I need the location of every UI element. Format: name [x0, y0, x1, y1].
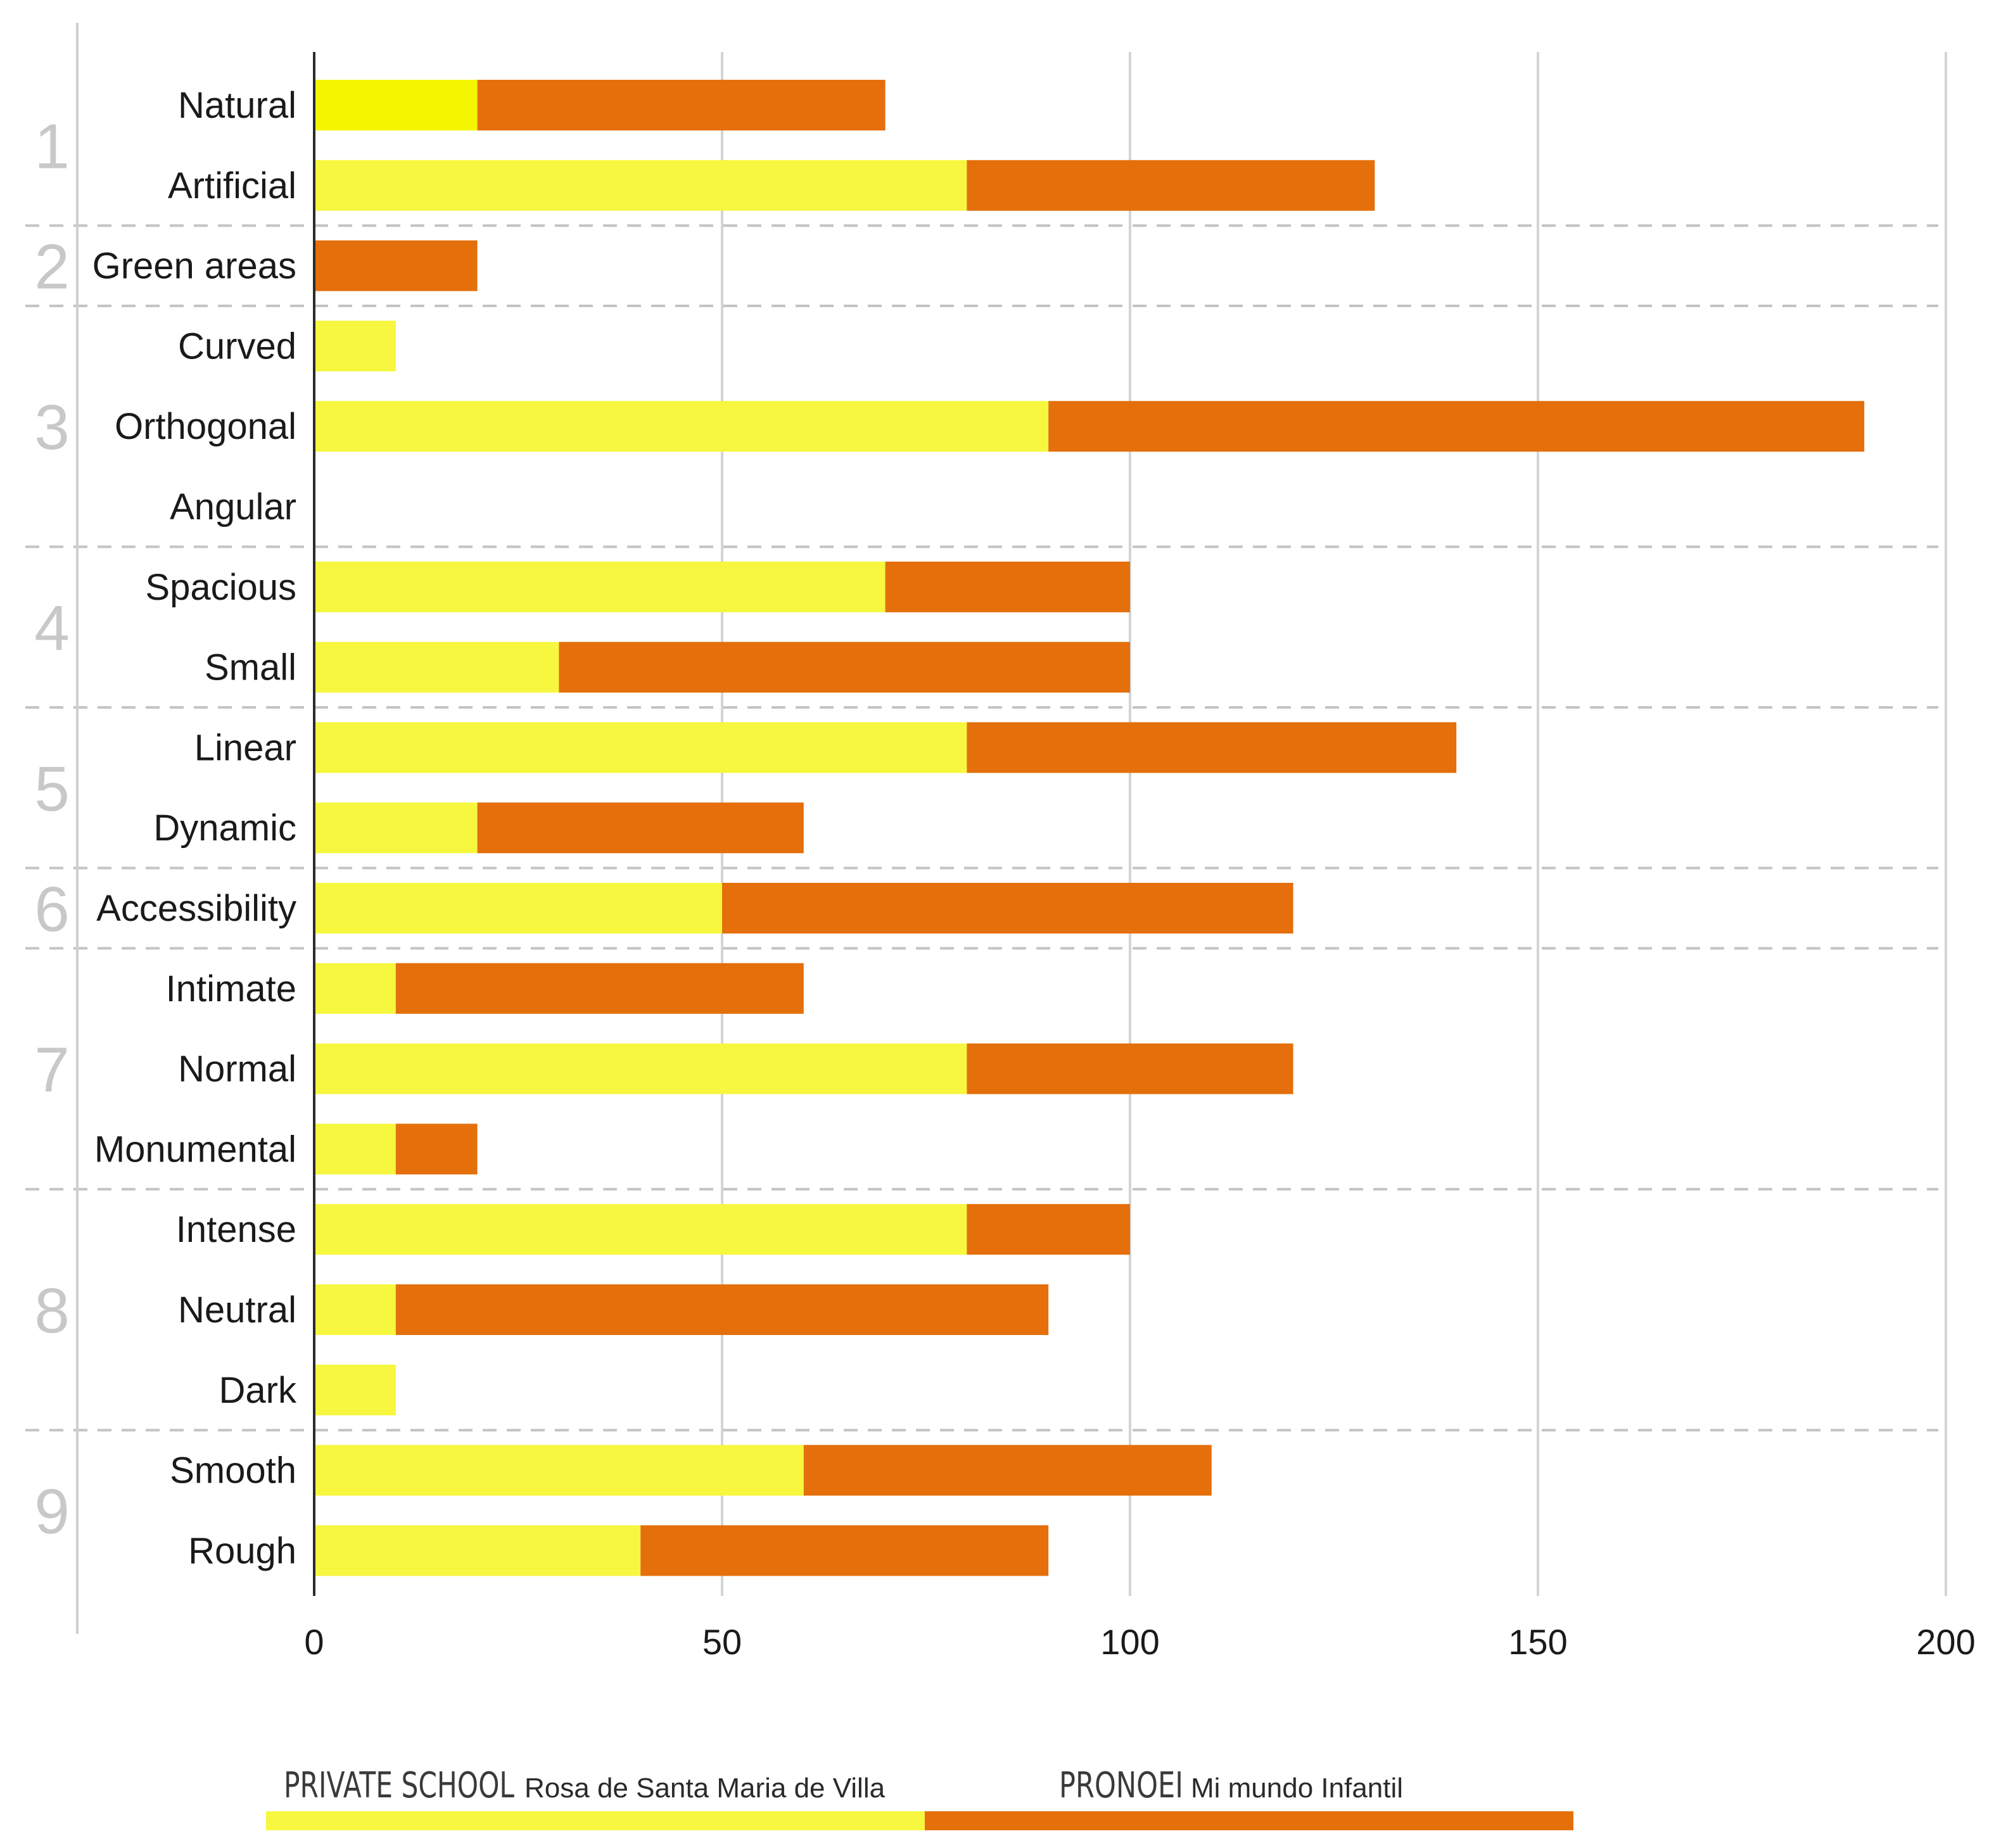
bar-artificial-series-1: [314, 160, 967, 211]
x-tick-label-150: 150: [1508, 1622, 1567, 1662]
category-label-smooth: Smooth: [170, 1450, 296, 1491]
x-tick-label-0: 0: [304, 1622, 324, 1662]
bars: [314, 80, 1865, 1576]
group-number-1: 1: [34, 111, 70, 182]
group-number-6: 6: [34, 874, 70, 945]
bar-orthogonal-series-1: [314, 401, 1049, 452]
category-label-small: Small: [205, 647, 296, 688]
group-number-4: 4: [34, 593, 70, 664]
bar-dark-series-1: [314, 1364, 396, 1415]
bar-curved-series-1: [314, 320, 396, 372]
x-tick-label-100: 100: [1100, 1622, 1159, 1662]
bar-linear-series-1: [314, 722, 967, 773]
legend-label-series-2-sub: Mi mundo Infantil: [1191, 1773, 1403, 1804]
legend-label-series-2-main: PRONOEI: [1059, 1765, 1183, 1806]
bar-accessibility-series-1: [314, 883, 722, 933]
category-label-orthogonal: Orthogonal: [115, 406, 296, 447]
bar-green-areas-series-2: [314, 240, 478, 291]
category-label-natural: Natural: [178, 85, 296, 126]
bar-smooth-series-1: [314, 1445, 804, 1496]
bar-artificial-series-2: [967, 160, 1375, 211]
bar-normal-series-1: [314, 1043, 967, 1094]
group-numbers: 1 2 3 4 5 6 7 8 9: [34, 111, 70, 1547]
x-tick-label-200: 200: [1916, 1622, 1975, 1662]
bar-linear-series-2: [967, 722, 1457, 773]
bar-natural-series-1: [314, 80, 478, 130]
bar-smooth-series-2: [803, 1445, 1212, 1496]
legend-swatch-series-2: [925, 1811, 1573, 1830]
bar-monumental-series-1: [314, 1123, 396, 1175]
bar-intimate-series-2: [395, 963, 804, 1014]
category-label-artificial: Artificial: [168, 165, 296, 206]
bar-orthogonal-series-2: [1048, 401, 1865, 452]
bar-intimate-series-1: [314, 963, 396, 1014]
legend-label-series-1-sub: Rosa de Santa Maria de Villa: [524, 1773, 886, 1804]
group-separators: [25, 23, 1938, 1634]
group-number-5: 5: [34, 754, 70, 825]
bar-spacious-series-1: [314, 561, 886, 612]
legend-swatch-series-1: [266, 1811, 925, 1830]
bar-small-series-2: [559, 642, 1130, 693]
group-number-2: 2: [34, 232, 70, 303]
category-label-normal: Normal: [178, 1049, 296, 1090]
bar-intense-series-1: [314, 1204, 967, 1255]
legend: PRIVATE SCHOOL Rosa de Santa Maria de Vil…: [266, 1765, 1573, 1830]
bar-normal-series-2: [967, 1043, 1293, 1094]
bar-neutral-series-1: [314, 1284, 396, 1335]
category-label-monumental: Monumental: [94, 1129, 296, 1170]
bar-spacious-series-2: [885, 561, 1130, 612]
bar-accessibility-series-2: [722, 883, 1293, 933]
category-label-dark: Dark: [219, 1370, 297, 1411]
category-label-green-areas: Green areas: [92, 246, 296, 287]
group-number-8: 8: [34, 1275, 70, 1346]
grid: [721, 52, 1947, 1596]
bar-intense-series-2: [967, 1204, 1130, 1255]
category-label-dynamic: Dynamic: [153, 807, 296, 849]
category-label-spacious: Spacious: [145, 567, 296, 608]
bar-small-series-1: [314, 642, 559, 693]
group-number-7: 7: [34, 1035, 70, 1106]
category-label-intense: Intense: [176, 1209, 296, 1250]
category-label-angular: Angular: [170, 486, 296, 528]
bar-rough-series-2: [640, 1525, 1049, 1576]
category-label-accessibility: Accessibility: [96, 888, 296, 929]
bar-neutral-series-2: [395, 1284, 1049, 1335]
category-label-neutral: Neutral: [178, 1289, 296, 1331]
x-tick-label-50: 50: [702, 1622, 742, 1662]
group-number-9: 9: [34, 1476, 70, 1547]
x-tick-labels: 0 50 100 150 200: [304, 1622, 1975, 1662]
category-label-intimate: Intimate: [166, 968, 296, 1009]
bar-dynamic-series-1: [314, 802, 478, 854]
category-label-curved: Curved: [178, 326, 296, 367]
category-labels: Natural Artificial Green areas Curved Orthog…: [92, 85, 297, 1571]
bar-dynamic-series-2: [477, 802, 804, 854]
category-label-linear: Linear: [194, 727, 296, 768]
legend-label-series-1-main: PRIVATE SCHOOL: [284, 1765, 514, 1806]
bar-monumental-series-2: [395, 1123, 478, 1175]
bar-rough-series-1: [314, 1525, 641, 1576]
bar-natural-series-2: [477, 80, 886, 130]
category-label-rough: Rough: [188, 1530, 296, 1571]
group-number-3: 3: [34, 392, 70, 463]
